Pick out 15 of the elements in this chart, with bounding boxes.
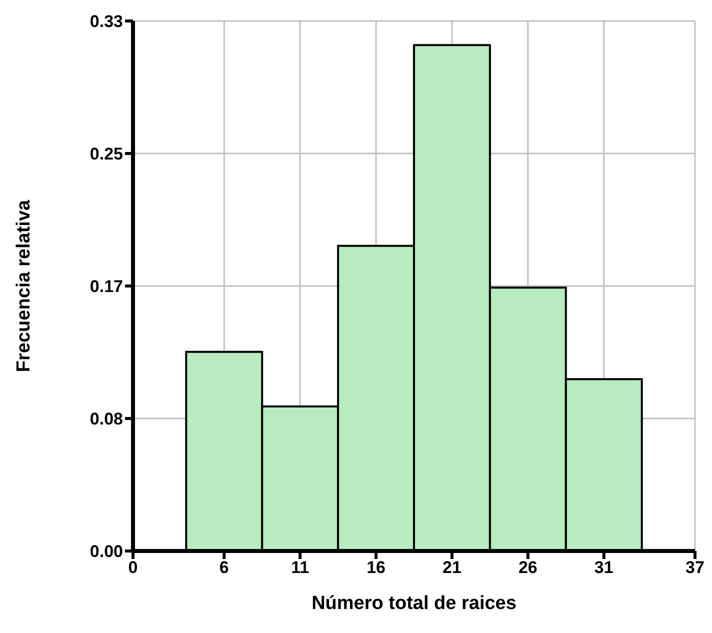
x-tick-label: 11 [291, 558, 310, 578]
y-tick-label: 0.33 [90, 12, 123, 32]
x-tick-label: 37 [686, 558, 704, 578]
y-tick-label: 0.00 [90, 542, 123, 562]
x-tick-label: 6 [219, 558, 229, 578]
x-axis-title: Número total de raices [312, 593, 516, 614]
x-tick-label: 31 [594, 558, 614, 578]
x-tick-label: 16 [366, 558, 386, 578]
x-tick-label: 21 [442, 558, 462, 578]
y-tick-label: 0.25 [90, 144, 123, 164]
y-tick-label: 0.17 [90, 277, 123, 296]
x-tick-label: 26 [518, 558, 538, 578]
y-tick-label: 0.08 [90, 410, 123, 429]
y-axis-title: Frecuencia relativa [14, 199, 35, 372]
x-tick-label: 0 [128, 558, 138, 578]
